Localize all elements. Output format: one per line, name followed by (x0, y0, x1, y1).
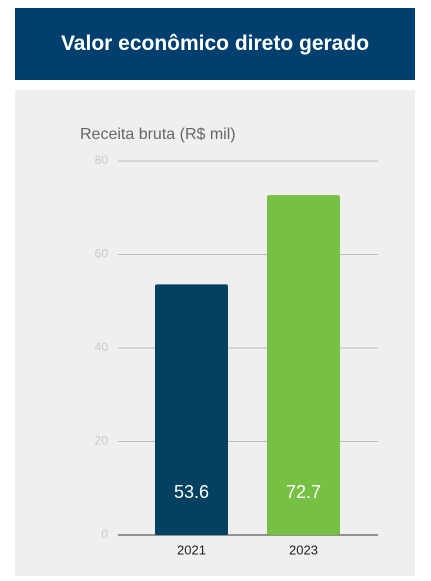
value-label: 72.7 (286, 482, 321, 502)
bar (267, 195, 340, 535)
y-tick-label: 20 (95, 434, 109, 448)
y-tick-label: 0 (101, 527, 108, 541)
y-tick-label: 60 (95, 247, 109, 261)
value-label: 53.6 (174, 482, 209, 502)
x-tick-label: 2021 (177, 542, 206, 557)
chart-title: Receita bruta (R$ mil) (80, 126, 236, 143)
y-tick-label: 80 (95, 153, 109, 167)
header-title: Valor econômico direto gerado (15, 8, 415, 80)
bar (155, 284, 228, 535)
x-tick-label: 2023 (289, 542, 318, 557)
y-tick-label: 40 (95, 340, 109, 354)
